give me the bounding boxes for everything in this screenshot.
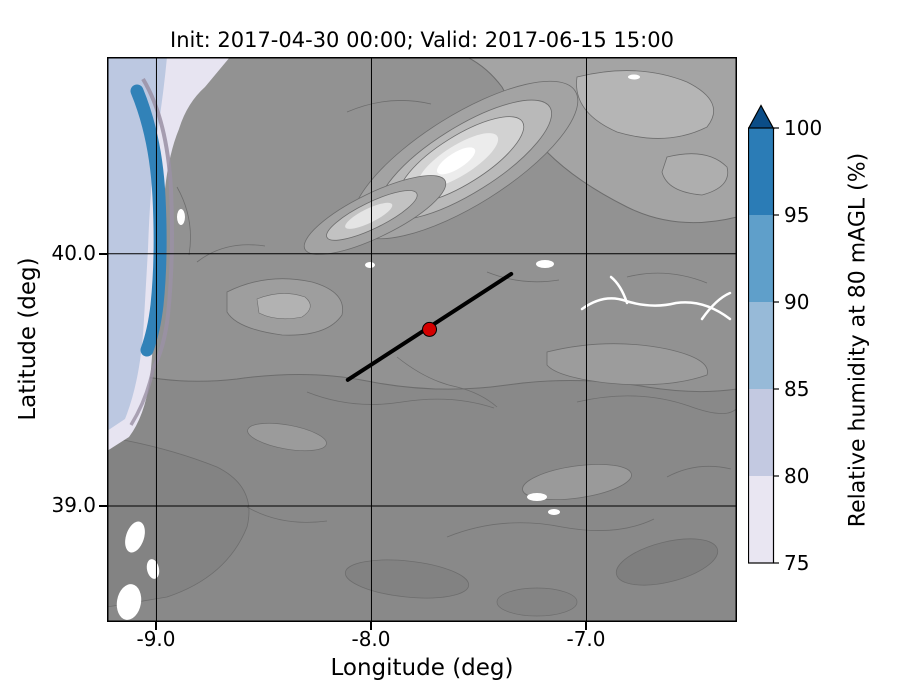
colorbar-ticks [773,127,779,564]
plot-title: Init: 2017-04-30 00:00; Valid: 2017-06-1… [170,28,674,52]
transect-marker [422,321,438,337]
map-plot [107,57,737,622]
y-axis-label: Latitude (deg) [15,257,41,421]
transect-overlay [345,271,514,382]
colorbar-tick-95: 95 [784,203,810,227]
colorbar-tick-90: 90 [784,290,810,314]
plot-frame [107,57,737,622]
colorbar-outline [748,127,775,564]
humidity-contour-layer [107,57,230,451]
y-axis-tickmark [99,504,107,507]
x-axis-tickmark [370,622,373,630]
colorbar-extend-triangle [748,104,775,130]
colorbar-tick-80: 80 [784,464,810,488]
colorbar-tick-75: 75 [784,551,810,575]
colorbar-tick-85: 85 [784,377,810,401]
gridlines [107,57,737,622]
x-axis-tickmark [155,622,158,630]
river-lines [580,275,732,321]
y-axis-tickmark [99,252,107,255]
colorbar-tick-100: 100 [784,116,823,140]
terrain-layer [107,57,737,622]
x-tick-label-neg8: -8.0 [351,627,391,651]
colorbar [748,104,779,564]
y-tick-label-40: 40.0 [51,241,96,265]
x-tick-label-neg7: -7.0 [566,627,606,651]
x-tick-label-neg9: -9.0 [136,627,176,651]
x-axis-tickmark [585,622,588,630]
x-axis-label: Longitude (deg) [330,655,514,681]
colorbar-bands [748,128,774,563]
colorbar-label: Relative humidity at 80 mAGL (%) [845,152,871,528]
y-tick-label-39: 39.0 [51,493,96,517]
